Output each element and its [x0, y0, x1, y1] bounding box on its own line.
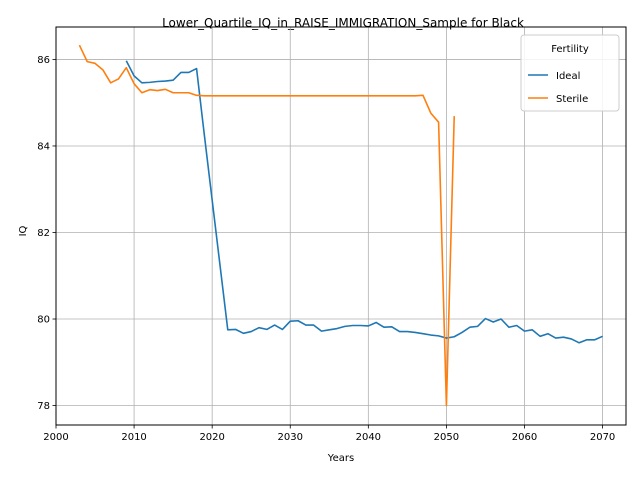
legend-box	[520, 34, 620, 112]
plot-frame	[55, 26, 627, 426]
legend: Fertility Ideal Sterile	[520, 34, 620, 112]
x-tick-label: 2030	[278, 432, 303, 443]
x-tick-label: 2050	[434, 432, 459, 443]
y-tick-label: 86	[37, 55, 50, 66]
x-tick-label: 2070	[590, 432, 615, 443]
y-tick-label: 82	[37, 228, 50, 239]
legend-label-ideal: Ideal	[556, 71, 580, 82]
x-tick-label: 2060	[512, 432, 537, 443]
x-tick-label: 2000	[43, 432, 68, 443]
axis-ticks: 2000 2010 2020 2030 2040 2050 2060 2070 78 80 82 84…	[37, 55, 615, 443]
chart-title: Lower_Quartile_IQ_in_RAISE_IMMIGRATION_S…	[162, 16, 524, 30]
x-axis-title: Years	[327, 453, 354, 464]
x-tick-label: 2020	[199, 432, 224, 443]
legend-label-sterile: Sterile	[556, 94, 588, 105]
x-tick-label: 2010	[121, 432, 146, 443]
y-tick-label: 84	[37, 141, 50, 152]
series-line-ideal	[125, 60, 603, 344]
y-tick-label: 80	[37, 315, 50, 326]
y-tick-label: 78	[37, 401, 50, 412]
x-tick-label: 2040	[356, 432, 381, 443]
series-line-sterile	[78, 44, 456, 407]
y-axis-title: IQ	[18, 225, 29, 236]
legend-title: Fertility	[551, 44, 589, 55]
series-lines	[78, 44, 603, 407]
